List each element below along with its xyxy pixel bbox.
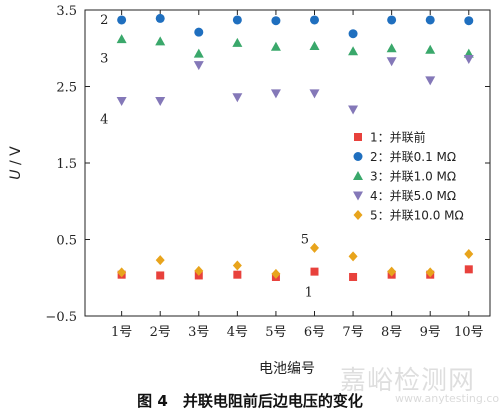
series-annotation: 4	[100, 113, 108, 128]
series-3-point	[348, 46, 359, 56]
series-1-point	[156, 271, 165, 280]
series-5-point	[155, 255, 165, 266]
series-4-point	[386, 57, 397, 67]
series-2-point	[387, 15, 397, 25]
figure-caption: 图 4 并联电阻前后边电压的变化	[137, 392, 363, 410]
y-axis-title-symbol: U	[8, 169, 24, 179]
watermark-url: www.anytesting.com	[395, 392, 500, 405]
series-5-point	[310, 242, 319, 253]
series-5-point	[425, 267, 435, 278]
series-4-point	[348, 105, 359, 115]
x-tick-label: 3号	[188, 325, 209, 340]
series-3-point	[309, 40, 320, 50]
data-points	[116, 13, 474, 281]
series-2-point	[425, 15, 435, 25]
series-1-point	[349, 272, 358, 281]
series-annotation: 1	[305, 286, 313, 301]
series-2-point	[271, 16, 281, 26]
x-tick-label: 7号	[342, 325, 363, 340]
x-tick-label: 2号	[150, 325, 171, 340]
legend-entry: 2：并联0.1 MΩ	[370, 150, 456, 164]
y-tick-label: 3.5	[56, 4, 77, 19]
legend-marker	[353, 171, 363, 180]
y-axis: −0.5 0.5 1.5 2.5 3.5	[45, 4, 490, 325]
series-5-point	[194, 265, 204, 276]
x-tick-label: 9号	[420, 325, 441, 340]
legend-marker	[353, 210, 363, 220]
series-2-point	[232, 15, 242, 25]
legend-entry: 5：并联10.0 MΩ	[370, 209, 464, 223]
x-tick-label: 8号	[381, 325, 402, 340]
x-tick-label: 4号	[227, 325, 248, 340]
series-3-point	[155, 36, 166, 46]
x-tick-label: 1号	[111, 325, 132, 340]
y-tick-label: 0.5	[56, 234, 77, 249]
series-1-point	[233, 270, 242, 279]
annotations: 2 3 4 5 1	[100, 13, 313, 300]
series-5-point	[271, 268, 281, 279]
series-annotation: 2	[100, 13, 108, 28]
series-4-point	[309, 89, 320, 99]
y-axis-title-unit: / V	[8, 146, 24, 170]
series-2-point	[194, 27, 204, 37]
series-4-point	[155, 97, 166, 107]
series-annotation: 3	[100, 51, 108, 66]
legend-entry: 3：并联1.0 MΩ	[370, 170, 456, 184]
series-2-point	[117, 15, 127, 25]
series-3-point	[425, 44, 436, 54]
watermark: 嘉峪检测网	[340, 366, 476, 396]
series-5-point	[464, 249, 474, 260]
legend-entry: 1：并联前	[370, 130, 426, 145]
y-axis-title: U / V	[8, 146, 24, 180]
chart: −0.5 0.5 1.5 2.5 3.5 1号 2号 3号 4号 5号 6号 7号 8号 9号 10号 U…	[8, 4, 491, 377]
legend-marker	[353, 152, 363, 161]
series-5-point	[348, 251, 358, 262]
series-4-point	[232, 93, 243, 103]
series-1-point	[464, 265, 473, 274]
series-2-point	[310, 15, 319, 25]
series-5-point	[117, 267, 127, 278]
y-tick-label: 2.5	[56, 81, 77, 96]
series-4-point	[116, 97, 127, 107]
series-2-point	[348, 29, 358, 39]
series-5-point	[387, 266, 397, 277]
series-3-point	[116, 34, 127, 44]
x-tick-label: 10号	[454, 325, 484, 340]
legend: 1：并联前 2：并联0.1 MΩ 3：并联1.0 MΩ 4：并联5.0 MΩ 5：并联1…	[353, 130, 464, 223]
x-axis: 1号 2号 3号 4号 5号 6号 7号 8号 9号 10号	[111, 10, 484, 340]
y-tick-label: −0.5	[45, 310, 77, 325]
series-3-point	[232, 37, 243, 47]
series-4-point	[270, 89, 281, 99]
series-4-point	[463, 54, 474, 64]
legend-marker	[353, 191, 363, 201]
legend-entry: 4：并联5.0 MΩ	[370, 189, 456, 203]
series-5-point	[232, 260, 242, 271]
legend-marker	[354, 133, 362, 141]
series-4-point	[193, 61, 204, 71]
series-4-point	[425, 76, 436, 86]
x-axis-title: 电池编号	[259, 361, 315, 377]
series-2-point	[464, 16, 474, 26]
y-tick-label: 1.5	[56, 157, 77, 172]
series-3-point	[386, 43, 397, 53]
series-3-point	[193, 48, 204, 58]
x-tick-label: 5号	[265, 325, 286, 340]
series-2-point	[155, 13, 165, 23]
series-annotation: 5	[301, 233, 309, 248]
x-tick-label: 6号	[304, 325, 325, 340]
series-3-point	[270, 41, 281, 51]
series-1-point	[310, 267, 319, 276]
